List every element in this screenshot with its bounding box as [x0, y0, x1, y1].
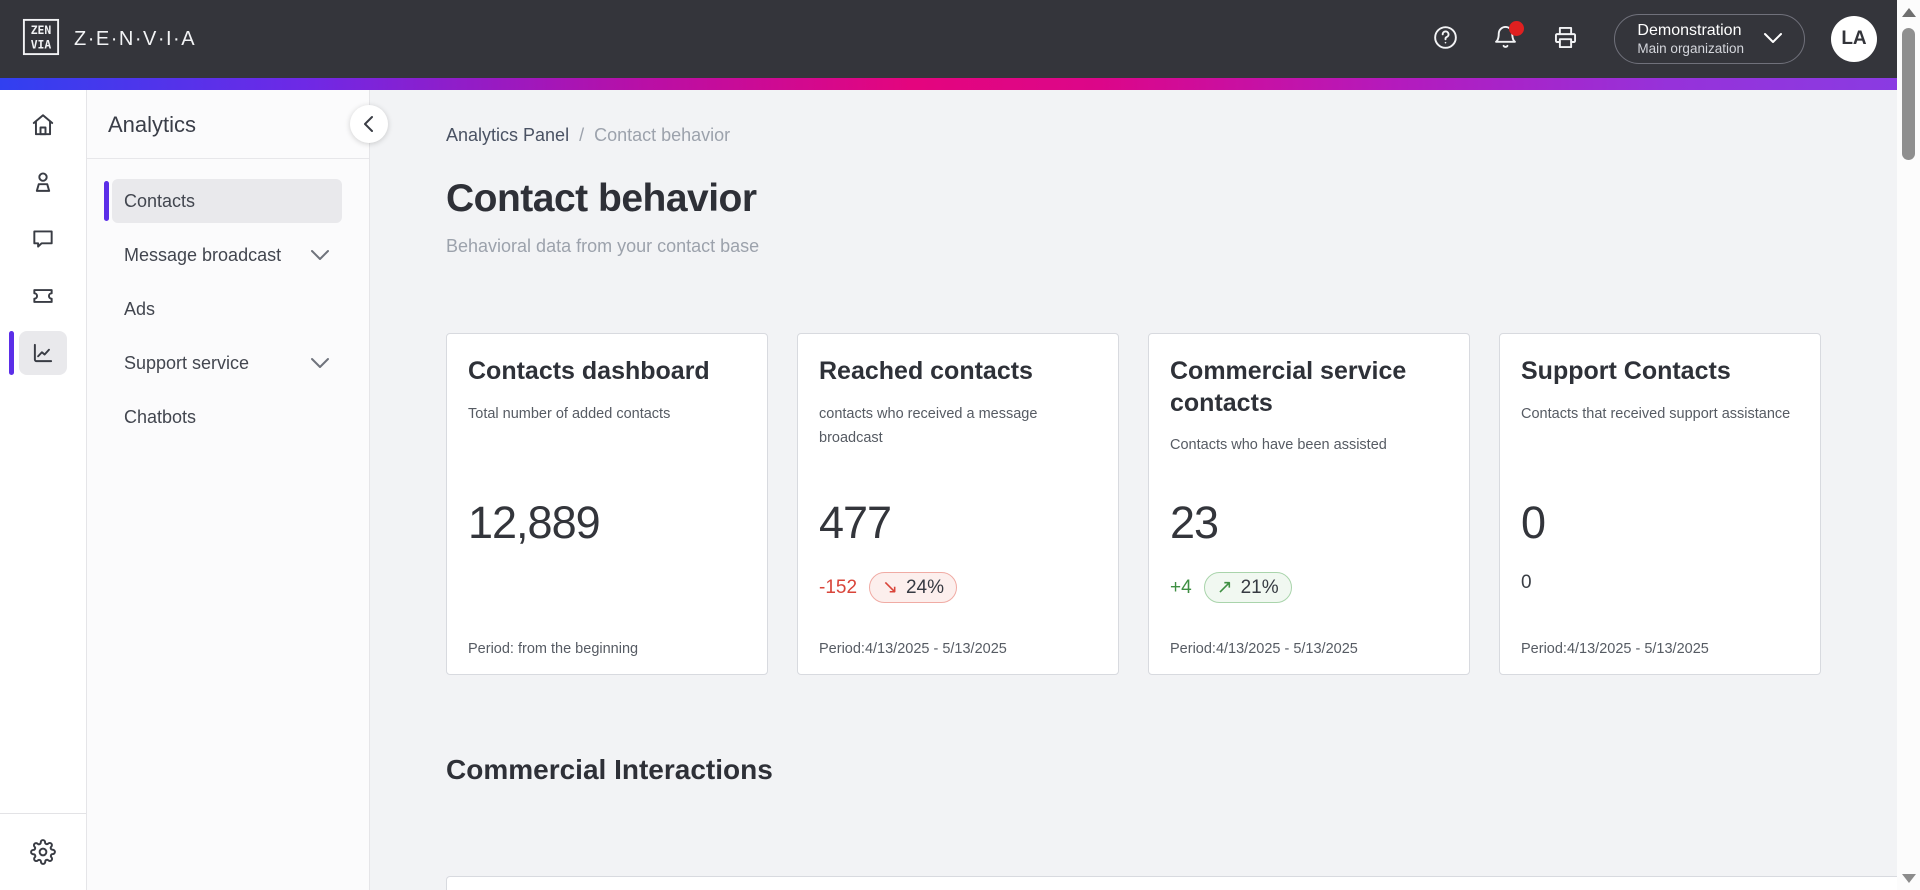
stat-card-commercial-service-contacts: Commercial service contacts Contacts who…	[1148, 333, 1470, 675]
collapse-sidebar-button[interactable]	[350, 105, 388, 143]
org-name: Demonstration	[1637, 21, 1742, 39]
brand-gradient-bar	[0, 78, 1897, 90]
analytics-sidebar: Analytics Contacts Message broadcast Ads…	[87, 90, 388, 890]
main-content: Analytics Panel / Contact behavior Conta…	[370, 90, 1920, 890]
card-period: Period:4/13/2025 - 5/13/2025	[1521, 641, 1709, 657]
trend-down-icon: ↘	[882, 577, 898, 598]
home-icon	[19, 103, 67, 147]
bell-icon	[1492, 24, 1519, 54]
sidebar-item-contacts-analytics[interactable]: Contacts	[104, 179, 342, 223]
card-value: 477	[819, 497, 892, 548]
sidebar-item-label: Support service	[124, 352, 250, 373]
sidebar-item-message-broadcast[interactable]: Message broadcast	[112, 233, 342, 277]
ticket-icon	[19, 274, 67, 318]
sidebar-menu: Contacts Message broadcast Ads Support s…	[104, 179, 342, 439]
brand-logo[interactable]: ZEN VIA Z·E·N·V·I·A	[22, 18, 196, 61]
commercial-interactions-card	[446, 876, 1914, 890]
card-period: Period: from the beginning	[468, 641, 639, 657]
line-chart-icon	[19, 331, 67, 375]
page-subtitle: Behavioral data from your contact base	[446, 236, 760, 256]
delta-value: 0	[1521, 572, 1532, 593]
topbar-actions: Demonstration Main organization LA	[1430, 14, 1877, 64]
card-description: Total number of added contacts	[468, 405, 671, 422]
sidebar-item-label: Chatbots	[124, 406, 197, 427]
brand-name: Z·E·N·V·I·A	[74, 27, 197, 50]
print-button[interactable]	[1550, 24, 1580, 54]
icon-rail	[0, 90, 87, 890]
card-title: Commercial service contacts	[1170, 357, 1407, 417]
card-description: Contacts who have been assisted	[1170, 437, 1387, 453]
chevron-down-icon	[1762, 31, 1784, 48]
stat-cards: Contacts dashboard Total number of added…	[446, 333, 1845, 675]
trend-percentage: 21%	[1240, 576, 1279, 598]
help-icon	[1432, 24, 1459, 54]
section-title-commercial-interactions: Commercial Interactions	[446, 754, 773, 785]
chevron-down-icon	[311, 250, 329, 260]
rail-footer	[0, 813, 86, 890]
chat-bubble-icon	[19, 217, 67, 261]
trend-badge: ↘ 24%	[869, 572, 957, 603]
chevron-down-icon	[311, 358, 329, 368]
scrollbar-down-arrow-icon[interactable]	[1897, 868, 1920, 888]
sidebar-item-contacts[interactable]	[0, 159, 86, 205]
card-description: contacts who received a message broadcas…	[819, 405, 1038, 447]
page-scrollbar[interactable]	[1897, 0, 1920, 890]
sidebar-item-chatbots[interactable]: Chatbots	[112, 395, 342, 439]
breadcrumb-current: Contact behavior	[594, 125, 731, 145]
delta-value: +4	[1170, 576, 1192, 598]
help-button[interactable]	[1430, 24, 1460, 54]
sidebar-item-home[interactable]	[0, 102, 86, 148]
card-title: Contacts dashboard	[468, 357, 710, 385]
page-title: Contact behavior	[446, 177, 757, 220]
zenvia-logo-icon: ZEN VIA	[22, 18, 60, 61]
org-switcher[interactable]: Demonstration Main organization	[1614, 14, 1805, 64]
card-title: Reached contacts	[819, 357, 1033, 385]
sidebar-item-tickets[interactable]	[0, 273, 86, 319]
trend-percentage: 24%	[905, 576, 944, 598]
settings-button[interactable]	[0, 829, 86, 875]
sidebar-title: Analytics	[108, 112, 197, 137]
card-title: Support Contacts	[1521, 357, 1731, 385]
sidebar-item-label: Contacts	[124, 190, 196, 211]
gear-icon	[19, 830, 67, 874]
person-icon	[19, 160, 67, 204]
breadcrumb-separator: /	[579, 125, 585, 145]
sidebar-item-ads[interactable]: Ads	[112, 287, 342, 331]
card-description: Contacts that received support assistanc…	[1521, 405, 1791, 422]
sidebar-item-conversations[interactable]	[0, 216, 86, 262]
trend-row: 0	[1521, 572, 1532, 594]
trend-row: -152 ↘ 24%	[819, 572, 957, 603]
avatar[interactable]: LA	[1831, 16, 1877, 62]
chevron-left-icon	[364, 116, 373, 132]
org-subname: Main organization	[1637, 40, 1744, 56]
stat-card-reached-contacts: Reached contacts contacts who received a…	[797, 333, 1119, 675]
trend-up-icon: ↗	[1216, 577, 1233, 598]
trend-row: +4 ↗ 21%	[1170, 572, 1292, 603]
topbar: ZEN VIA Z·E·N·V·I·A	[0, 0, 1897, 78]
card-period: Period:4/13/2025 - 5/13/2025	[819, 641, 1007, 657]
trend-badge: ↗ 21%	[1203, 572, 1292, 603]
notifications-button[interactable]	[1490, 21, 1525, 54]
sidebar-divider	[87, 158, 369, 159]
scrollbar-up-arrow-icon[interactable]	[1897, 2, 1920, 22]
card-value: 0	[1521, 497, 1546, 548]
svg-text:ZEN: ZEN	[31, 23, 52, 37]
card-value: 12,889	[468, 497, 601, 548]
card-period: Period:4/13/2025 - 5/13/2025	[1170, 641, 1358, 657]
org-switcher-labels: Demonstration Main organization	[1637, 21, 1744, 58]
sidebar-item-label: Message broadcast	[124, 244, 282, 265]
card-value: 23	[1170, 497, 1219, 548]
breadcrumb: Analytics Panel / Contact behavior	[446, 125, 1845, 146]
sidebar-item-support-service[interactable]: Support service	[112, 341, 342, 385]
stat-card-support-contacts: Support Contacts Contacts that received …	[1499, 333, 1821, 675]
breadcrumb-analytics-panel[interactable]: Analytics Panel	[446, 125, 570, 145]
scrollbar-thumb[interactable]	[1902, 28, 1915, 160]
sidebar-item-analytics[interactable]	[0, 330, 86, 376]
notification-badge	[1509, 21, 1525, 36]
stat-card-contacts-dashboard: Contacts dashboard Total number of added…	[446, 333, 768, 675]
printer-icon	[1552, 24, 1579, 54]
delta-value: -152	[819, 576, 858, 598]
svg-text:VIA: VIA	[31, 37, 52, 51]
sidebar-item-label: Ads	[124, 298, 156, 319]
